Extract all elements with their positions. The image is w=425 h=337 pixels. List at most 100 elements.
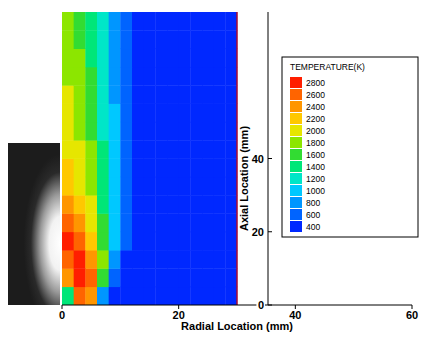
- heat-cell: [214, 177, 226, 196]
- x-axis-title: Radial Location (mm): [181, 320, 293, 332]
- heat-cell: [109, 49, 121, 68]
- heat-cell: [132, 122, 144, 141]
- legend-label: 2600: [306, 90, 325, 100]
- heat-cell: [120, 195, 132, 214]
- heat-cell: [144, 250, 156, 269]
- heat-cell: [202, 268, 214, 287]
- heat-cell: [109, 177, 121, 196]
- heat-cell: [155, 12, 167, 31]
- heat-cell: [167, 140, 179, 159]
- heat-cell: [120, 49, 132, 68]
- heat-cell: [167, 85, 179, 104]
- heat-cell: [190, 67, 202, 86]
- heat-cell: [202, 67, 214, 86]
- heat-cell: [109, 232, 121, 251]
- legend-box: [282, 57, 418, 237]
- legend-swatch: [290, 149, 302, 160]
- heat-cell: [97, 104, 109, 123]
- heat-cell: [132, 177, 144, 196]
- heat-cell: [167, 232, 179, 251]
- legend-swatch: [290, 209, 302, 220]
- heat-cell: [167, 159, 179, 178]
- heat-cell: [109, 85, 121, 104]
- heat-cell: [85, 213, 97, 232]
- heat-cell: [225, 12, 237, 31]
- heat-cell: [120, 213, 132, 232]
- legend-label: 400: [306, 222, 320, 232]
- heat-cell: [144, 122, 156, 141]
- heat-cell: [190, 213, 202, 232]
- legend-label: 2200: [306, 114, 325, 124]
- heat-cell: [120, 85, 132, 104]
- heat-cell: [74, 287, 86, 305]
- heat-cell: [155, 104, 167, 123]
- heat-cell: [144, 177, 156, 196]
- heat-cell: [167, 177, 179, 196]
- heat-cell: [144, 159, 156, 178]
- heat-cell: [190, 250, 202, 269]
- heat-cell: [74, 159, 86, 178]
- heat-cell: [214, 140, 226, 159]
- x-axis: [62, 305, 412, 306]
- heat-cell: [202, 213, 214, 232]
- heat-cell: [74, 213, 86, 232]
- legend-label: 800: [306, 198, 320, 208]
- legend-label: 2800: [306, 78, 325, 88]
- heat-cell: [85, 177, 97, 196]
- heat-cell: [225, 250, 237, 269]
- heat-cell: [120, 12, 132, 31]
- heat-cell: [214, 104, 226, 123]
- heat-cell: [97, 140, 109, 159]
- heat-cell: [109, 268, 121, 287]
- heat-cell: [214, 49, 226, 68]
- heat-cell: [179, 213, 191, 232]
- heat-cell: [120, 140, 132, 159]
- legend-swatch: [290, 89, 302, 100]
- heat-cell: [190, 12, 202, 31]
- heat-cell: [155, 159, 167, 178]
- heat-cell: [62, 213, 74, 232]
- heat-cell: [97, 67, 109, 86]
- heat-cell: [120, 104, 132, 123]
- heat-cell: [167, 67, 179, 86]
- heat-cell: [62, 140, 74, 159]
- heat-cell: [62, 287, 74, 305]
- heat-cell: [120, 159, 132, 178]
- heat-cell: [97, 232, 109, 251]
- heat-cell: [132, 287, 144, 305]
- heat-cell: [62, 159, 74, 178]
- heat-cell: [62, 250, 74, 269]
- heat-cell: [179, 122, 191, 141]
- heat-cell: [85, 159, 97, 178]
- heat-cell: [97, 12, 109, 31]
- heat-cell: [190, 159, 202, 178]
- y-tick-label: 40: [252, 153, 264, 165]
- heat-cell: [190, 85, 202, 104]
- heat-cell: [155, 140, 167, 159]
- heat-cell: [179, 268, 191, 287]
- heat-cell: [85, 104, 97, 123]
- heat-cell: [214, 268, 226, 287]
- heat-cell: [85, 232, 97, 251]
- heat-cell: [225, 104, 237, 123]
- label-patch: [250, 225, 265, 238]
- heat-cell: [202, 159, 214, 178]
- heat-cell: [225, 49, 237, 68]
- legend-swatch: [290, 221, 302, 232]
- heat-cell: [225, 159, 237, 178]
- heat-cell: [132, 140, 144, 159]
- heat-cell: [74, 250, 86, 269]
- heat-cell: [132, 12, 144, 31]
- heat-cell: [202, 85, 214, 104]
- legend-swatch: [290, 197, 302, 208]
- legend-swatch: [290, 173, 302, 184]
- heat-cell: [74, 195, 86, 214]
- heat-cell: [132, 195, 144, 214]
- heat-cell: [144, 268, 156, 287]
- heat-cell: [74, 104, 86, 123]
- heat-cell: [109, 104, 121, 123]
- heat-cell: [225, 85, 237, 104]
- heat-cell: [225, 122, 237, 141]
- heat-cell: [109, 287, 121, 305]
- heat-cell: [225, 30, 237, 49]
